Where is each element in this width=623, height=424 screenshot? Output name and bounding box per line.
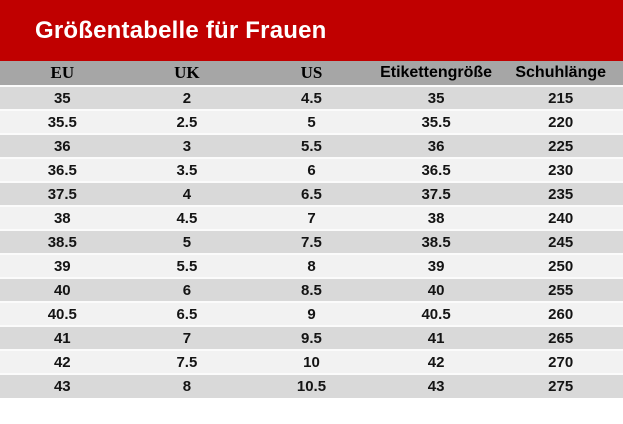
table-row: 36 3 5.5 36 225 — [0, 134, 623, 158]
table-cell: 37.5 — [421, 185, 451, 203]
table-cell: 275 — [548, 378, 574, 395]
table-cell: 225 — [548, 137, 574, 155]
size-table-body: 35 2 4.5 35 215 35.5 2.5 5 35.5 220 36 3 5.5 36 225 36.… — [0, 86, 623, 398]
table-cell: 10.5 — [296, 378, 327, 395]
column-header-uk: UK — [124, 61, 250, 86]
table-row: 41 7 9.5 41 265 — [0, 326, 623, 350]
table-cell: 38 — [427, 209, 445, 227]
column-header-etikettengröße: Etikettengröße — [373, 61, 499, 86]
size-table-head: EU UK US Etikettengröße Schuhlänge — [0, 61, 623, 86]
table-cell: 7 — [307, 209, 316, 227]
table-row: 43 8 10.5 43 275 — [0, 374, 623, 398]
table-cell: 2 — [182, 89, 192, 107]
table-cell: 6 — [307, 161, 316, 179]
table-cell: 40.5 — [47, 305, 77, 323]
table-cell: 7.5 — [301, 233, 322, 251]
table-cell: 220 — [548, 113, 574, 131]
table-row: 38.5 5 7.5 38.5 245 — [0, 230, 623, 254]
column-header-eu: EU — [0, 61, 125, 86]
table-cell: 265 — [548, 329, 574, 347]
table-cell: 41 — [53, 329, 71, 347]
table-cell: 3.5 — [176, 161, 198, 179]
table-cell: 235 — [548, 185, 574, 203]
table-cell: 9 — [307, 305, 316, 323]
table-cell: 38.5 — [421, 233, 451, 251]
table-cell: 270 — [548, 353, 574, 371]
table-cell: 43 — [427, 378, 445, 395]
table-row: 40.5 6.5 9 40.5 260 — [0, 302, 623, 326]
table-row: 37.5 4 6.5 37.5 235 — [0, 182, 623, 206]
table-cell: 36.5 — [421, 161, 451, 179]
table-cell: 6.5 — [176, 305, 198, 323]
table-cell: 6.5 — [301, 185, 322, 203]
table-row: 35.5 2.5 5 35.5 220 — [0, 110, 623, 134]
table-cell: 260 — [548, 305, 574, 323]
page-title: Größentabelle für Frauen — [35, 16, 327, 44]
table-cell: 42 — [53, 353, 71, 371]
table-cell: 5.5 — [301, 137, 322, 155]
table-row: 39 5.5 8 39 250 — [0, 254, 623, 278]
table-header-row: EU UK US Etikettengröße Schuhlänge — [0, 61, 623, 86]
table-cell: 240 — [548, 209, 574, 227]
table-cell: 4.5 — [176, 209, 198, 227]
table-cell: 38.5 — [47, 233, 77, 251]
table-cell: 9.5 — [301, 329, 322, 347]
size-table: EU UK US Etikettengröße Schuhlänge 35 2 4.5 35 2… — [0, 61, 623, 398]
title-banner: Größentabelle für Frauen — [0, 0, 623, 61]
table-cell: 40 — [53, 281, 71, 299]
table-cell: 35.5 — [47, 113, 77, 131]
table-cell: 5.5 — [176, 257, 198, 275]
table-cell: 5 — [307, 113, 316, 131]
table-cell: 35 — [53, 89, 71, 107]
column-header-us: US — [249, 61, 374, 86]
table-cell: 8 — [182, 378, 192, 395]
table-cell: 250 — [548, 257, 574, 275]
table-cell: 37.5 — [47, 185, 77, 203]
table-cell: 39 — [427, 257, 445, 275]
table-cell: 41 — [427, 329, 445, 347]
table-cell: 6 — [182, 281, 192, 299]
table-cell: 8.5 — [301, 281, 322, 299]
table-cell: 38 — [53, 209, 71, 227]
table-cell: 36 — [53, 137, 71, 155]
table-cell: 5 — [182, 233, 192, 251]
table-cell: 42 — [427, 353, 445, 371]
table-cell: 43 — [53, 378, 71, 395]
table-cell: 215 — [548, 89, 574, 107]
table-cell: 4.5 — [301, 89, 322, 107]
table-cell: 7 — [182, 329, 192, 347]
table-row: 36.5 3.5 6 36.5 230 — [0, 158, 623, 182]
column-header-schuhlänge: Schuhlänge — [498, 61, 623, 86]
table-cell: 10 — [303, 353, 320, 371]
table-cell: 36.5 — [47, 161, 77, 179]
table-cell: 36 — [427, 137, 445, 155]
table-cell: 35 — [427, 89, 445, 107]
table-cell: 3 — [182, 137, 192, 155]
table-row: 38 4.5 7 38 240 — [0, 206, 623, 230]
table-cell: 39 — [53, 257, 71, 275]
table-cell: 255 — [548, 281, 574, 299]
table-cell: 4 — [182, 185, 192, 203]
table-cell: 7.5 — [176, 353, 198, 371]
table-row: 42 7.5 10 42 270 — [0, 350, 623, 374]
table-row: 35 2 4.5 35 215 — [0, 86, 623, 110]
size-chart-page: Größentabelle für Frauen EU UK US Etiketten… — [0, 0, 623, 398]
table-cell: 2.5 — [176, 113, 198, 131]
table-cell: 8 — [307, 257, 316, 275]
table-cell: 40 — [427, 281, 445, 299]
table-cell: 40.5 — [421, 305, 451, 323]
table-cell: 245 — [548, 233, 574, 251]
table-cell: 35.5 — [421, 113, 451, 131]
table-row: 40 6 8.5 40 255 — [0, 278, 623, 302]
table-cell: 230 — [548, 161, 574, 179]
